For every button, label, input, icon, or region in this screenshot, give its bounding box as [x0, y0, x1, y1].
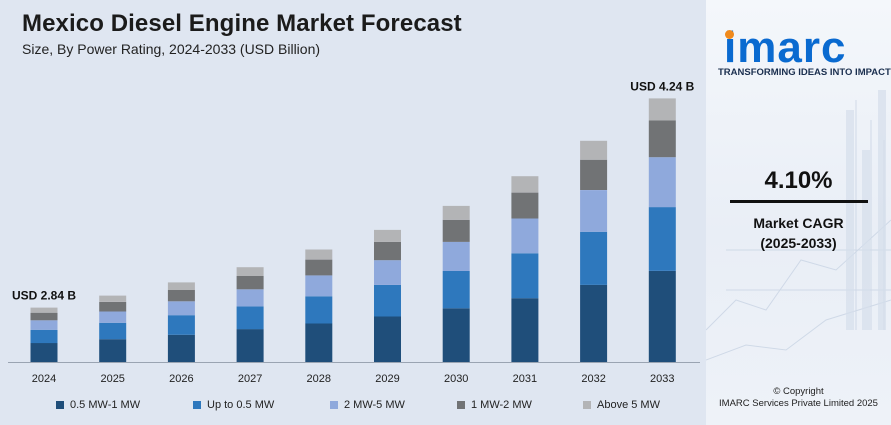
- bar-2032-series-3: [580, 159, 608, 190]
- bar-2027-series-4: [236, 267, 264, 276]
- bar-2033-series-0: [648, 271, 676, 362]
- bar-2026-series-2: [167, 301, 195, 316]
- bar-2033-series-2: [648, 157, 676, 208]
- bar-2028-series-2: [305, 275, 333, 297]
- bar-2029-series-3: [374, 241, 401, 261]
- chart-panel: Mexico Diesel Engine Market Forecast Siz…: [0, 0, 706, 425]
- cagr-divider: [730, 200, 868, 203]
- bar-2025-series-4: [99, 295, 127, 302]
- data-label-2033: USD 4.24 B: [630, 79, 694, 93]
- bar-2028-series-3: [305, 259, 333, 276]
- data-label-2024: USD 2.84 B: [12, 289, 76, 303]
- bar-2029-series-1: [374, 284, 401, 317]
- legend-swatch: [330, 401, 338, 409]
- bar-2031-series-1: [511, 253, 539, 299]
- x-tick-label: 2024: [32, 373, 56, 385]
- legend-swatch: [56, 401, 64, 409]
- bar-2033-series-3: [648, 120, 676, 158]
- logo-tagline: TRANSFORMING IDEAS INTO IMPACT: [718, 67, 891, 78]
- bar-2030-series-1: [442, 271, 470, 309]
- bar-2024-series-2: [30, 320, 58, 330]
- bar-2028-series-0: [305, 323, 333, 362]
- bar-2026-series-4: [167, 282, 195, 290]
- bar-2030-series-4: [442, 205, 470, 220]
- x-tick-label: 2031: [513, 373, 537, 385]
- bar-2032-series-2: [580, 190, 608, 232]
- x-tick-label: 2030: [444, 373, 468, 385]
- chart-legend: 0.5 MW-1 MW Up to 0.5 MW 2 MW-5 MW 1 MW-2 M…: [0, 397, 706, 415]
- bar-2031-series-0: [511, 298, 539, 362]
- bar-2025-series-2: [99, 311, 127, 323]
- copyright: © Copyright IMARC Services Private Limit…: [706, 386, 891, 410]
- legend-swatch: [583, 401, 591, 409]
- logo-wordmark: imarc: [724, 23, 847, 72]
- legend-item: 0.5 MW-1 MW: [56, 397, 140, 413]
- copyright-line1: © Copyright: [773, 386, 824, 397]
- bar-2026-series-3: [167, 289, 195, 302]
- copyright-line2: IMARC Services Private Limited 2025: [719, 398, 878, 409]
- background-chart-decoration: [706, 90, 891, 361]
- x-tick-label: 2028: [307, 373, 331, 385]
- bar-2026-series-0: [167, 334, 195, 362]
- legend-item: 2 MW-5 MW: [330, 397, 405, 413]
- bar-2031-series-4: [511, 176, 539, 193]
- bar-2025-series-3: [99, 302, 127, 312]
- bar-2027-series-3: [236, 276, 264, 290]
- x-tick-label: 2033: [650, 373, 674, 385]
- stacked-bar-chart: 2024 2025 2026 2027 2028 2029 2030 2031 2032 2033…: [8, 79, 700, 385]
- side-panel: imarc TRANSFORMING IDEAS INTO IMPACT 4.1…: [706, 0, 891, 425]
- bar-2031-series-2: [511, 218, 539, 254]
- bar-2030-series-0: [442, 308, 470, 362]
- bar-2033-series-1: [648, 207, 676, 271]
- legend-label: 1 MW-2 MW: [471, 399, 532, 411]
- imarc-logo: imarc: [716, 24, 888, 82]
- legend-label: 0.5 MW-1 MW: [70, 399, 141, 411]
- bar-2024-series-4: [30, 307, 58, 313]
- bar-2029-series-2: [374, 260, 401, 285]
- chart-subtitle: Size, By Power Rating, 2024-2033 (USD Bi…: [22, 41, 321, 57]
- bar-2024-series-0: [30, 343, 58, 362]
- x-tick-label: 2027: [238, 373, 262, 385]
- legend-label: Above 5 MW: [597, 399, 660, 411]
- cagr-label-line1: Market CAGR: [753, 215, 844, 231]
- bar-2030-series-2: [442, 241, 470, 271]
- legend-item: 1 MW-2 MW: [457, 397, 532, 413]
- bar-2028-series-4: [305, 249, 333, 260]
- cagr-label-line2: (2025-2033): [760, 235, 837, 251]
- x-tick-label: 2026: [169, 373, 193, 385]
- cagr-label: Market CAGR (2025-2033): [706, 213, 891, 253]
- bar-2024-series-1: [30, 329, 58, 344]
- bar-2033-series-4: [648, 98, 676, 121]
- x-tick-label: 2029: [375, 373, 399, 385]
- legend-item: Above 5 MW: [583, 397, 660, 413]
- bar-2031-series-3: [511, 192, 539, 219]
- x-tick-label: 2032: [581, 373, 605, 385]
- bar-2032-series-1: [580, 231, 608, 285]
- bar-2029-series-4: [374, 229, 401, 242]
- bar-2029-series-0: [374, 316, 401, 362]
- bar-2027-series-2: [236, 289, 264, 307]
- legend-swatch: [457, 401, 465, 409]
- bar-2032-series-0: [580, 284, 608, 362]
- bar-2027-series-0: [236, 329, 264, 362]
- x-tick-label: 2025: [100, 373, 124, 385]
- legend-label: Up to 0.5 MW: [207, 399, 275, 411]
- cagr-value: 4.10%: [764, 167, 833, 194]
- logo-dot-icon: [725, 30, 734, 39]
- bar-2025-series-0: [99, 339, 127, 362]
- bar-2028-series-1: [305, 296, 333, 324]
- bar-2025-series-1: [99, 322, 127, 340]
- chart-title: Mexico Diesel Engine Market Forecast: [22, 10, 462, 37]
- bar-2032-series-4: [580, 140, 608, 160]
- bar-2027-series-1: [236, 306, 264, 330]
- legend-swatch: [193, 401, 201, 409]
- legend-item: Up to 0.5 MW: [193, 397, 274, 413]
- bar-2026-series-1: [167, 315, 195, 335]
- bar-2030-series-3: [442, 219, 470, 242]
- legend-label: 2 MW-5 MW: [344, 399, 405, 411]
- bar-2024-series-3: [30, 312, 58, 321]
